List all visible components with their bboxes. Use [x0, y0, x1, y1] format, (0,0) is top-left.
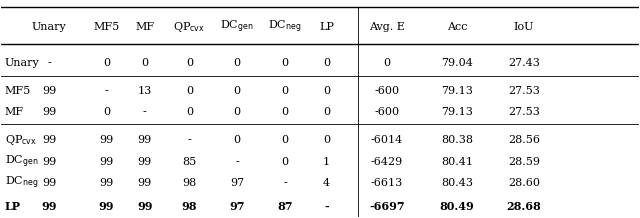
- Text: 28.59: 28.59: [508, 157, 540, 167]
- Text: DC$_{\rm gen}$: DC$_{\rm gen}$: [220, 19, 254, 35]
- Text: 0: 0: [282, 107, 289, 117]
- Text: 99: 99: [42, 86, 56, 96]
- Text: 27.43: 27.43: [508, 58, 540, 68]
- Text: MF5: MF5: [4, 86, 31, 96]
- Text: QP$_{\rm cvx}$: QP$_{\rm cvx}$: [173, 20, 205, 34]
- Text: 0: 0: [282, 135, 289, 145]
- Text: 0: 0: [141, 58, 148, 68]
- Text: 99: 99: [99, 178, 114, 188]
- Text: 87: 87: [277, 201, 292, 212]
- Text: 0: 0: [234, 86, 241, 96]
- Text: 79.04: 79.04: [441, 58, 473, 68]
- Text: 80.49: 80.49: [440, 201, 474, 212]
- Text: 98: 98: [182, 178, 196, 188]
- Text: 99: 99: [42, 135, 56, 145]
- Text: 99: 99: [137, 201, 152, 212]
- Text: 1: 1: [323, 157, 330, 167]
- Text: 0: 0: [323, 107, 330, 117]
- Text: 99: 99: [42, 178, 56, 188]
- Text: 0: 0: [186, 58, 193, 68]
- Text: 80.38: 80.38: [441, 135, 473, 145]
- Text: -: -: [188, 135, 191, 145]
- Text: 0: 0: [282, 86, 289, 96]
- Text: DC$_{\rm neg}$: DC$_{\rm neg}$: [4, 175, 38, 191]
- Text: DC$_{\rm neg}$: DC$_{\rm neg}$: [268, 19, 301, 35]
- Text: 85: 85: [182, 157, 196, 167]
- Text: -: -: [236, 157, 239, 167]
- Text: 99: 99: [138, 157, 152, 167]
- Text: MF: MF: [4, 107, 24, 117]
- Text: Avg. E: Avg. E: [369, 22, 405, 32]
- Text: 0: 0: [282, 58, 289, 68]
- Text: IoU: IoU: [514, 22, 534, 32]
- Text: 99: 99: [42, 157, 56, 167]
- Text: 28.68: 28.68: [506, 201, 541, 212]
- Text: 97: 97: [230, 178, 244, 188]
- Text: -600: -600: [374, 107, 399, 117]
- Text: 4: 4: [323, 178, 330, 188]
- Text: -6697: -6697: [369, 201, 404, 212]
- Text: Acc: Acc: [447, 22, 467, 32]
- Text: 0: 0: [282, 157, 289, 167]
- Text: 99: 99: [138, 135, 152, 145]
- Text: 0: 0: [234, 135, 241, 145]
- Text: LP: LP: [319, 22, 334, 32]
- Text: 28.60: 28.60: [508, 178, 540, 188]
- Text: 99: 99: [99, 135, 114, 145]
- Text: MF: MF: [135, 22, 154, 32]
- Text: -6613: -6613: [371, 178, 403, 188]
- Text: 99: 99: [138, 178, 152, 188]
- Text: 99: 99: [42, 201, 57, 212]
- Text: 98: 98: [182, 201, 197, 212]
- Text: 13: 13: [138, 86, 152, 96]
- Text: 0: 0: [186, 86, 193, 96]
- Text: 0: 0: [323, 86, 330, 96]
- Text: 0: 0: [103, 107, 110, 117]
- Text: 99: 99: [99, 201, 115, 212]
- Text: DC$_{\rm gen}$: DC$_{\rm gen}$: [4, 153, 38, 170]
- Text: 0: 0: [234, 58, 241, 68]
- Text: -: -: [283, 178, 287, 188]
- Text: -: -: [105, 86, 108, 96]
- Text: 99: 99: [99, 157, 114, 167]
- Text: 27.53: 27.53: [508, 107, 540, 117]
- Text: Unary: Unary: [4, 58, 39, 68]
- Text: 97: 97: [229, 201, 245, 212]
- Text: -: -: [324, 201, 329, 212]
- Text: 0: 0: [234, 107, 241, 117]
- Text: 27.53: 27.53: [508, 86, 540, 96]
- Text: LP: LP: [4, 201, 20, 212]
- Text: -6014: -6014: [371, 135, 403, 145]
- Text: MF5: MF5: [93, 22, 120, 32]
- Text: 0: 0: [323, 135, 330, 145]
- Text: 79.13: 79.13: [441, 107, 473, 117]
- Text: QP$_{\rm cvx}$: QP$_{\rm cvx}$: [4, 133, 36, 147]
- Text: -: -: [47, 58, 51, 68]
- Text: 80.41: 80.41: [441, 157, 473, 167]
- Text: 0: 0: [186, 107, 193, 117]
- Text: 28.56: 28.56: [508, 135, 540, 145]
- Text: -600: -600: [374, 86, 399, 96]
- Text: 80.43: 80.43: [441, 178, 473, 188]
- Text: 0: 0: [383, 58, 390, 68]
- Text: 79.13: 79.13: [441, 86, 473, 96]
- Text: -6429: -6429: [371, 157, 403, 167]
- Text: 99: 99: [42, 107, 56, 117]
- Text: -: -: [143, 107, 147, 117]
- Text: Unary: Unary: [32, 22, 67, 32]
- Text: 0: 0: [103, 58, 110, 68]
- Text: 0: 0: [323, 58, 330, 68]
